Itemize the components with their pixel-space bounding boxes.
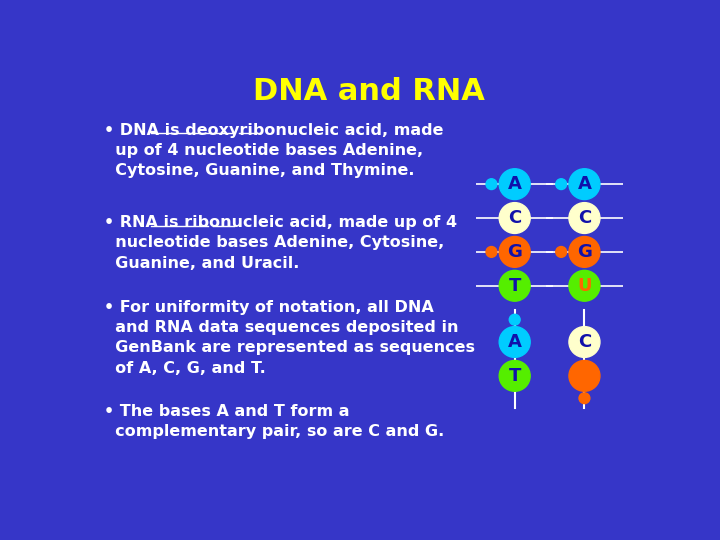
Text: T: T: [508, 367, 521, 385]
Circle shape: [569, 237, 600, 267]
Circle shape: [556, 247, 567, 257]
Circle shape: [499, 169, 530, 200]
Text: • The bases A and T form a
  complementary pair, so are C and G.: • The bases A and T form a complementary…: [104, 403, 444, 439]
Text: A: A: [508, 175, 521, 193]
Circle shape: [569, 327, 600, 357]
Text: A: A: [577, 175, 591, 193]
Circle shape: [569, 169, 600, 200]
Circle shape: [569, 361, 600, 392]
Circle shape: [499, 271, 530, 301]
Text: C: C: [508, 209, 521, 227]
Circle shape: [499, 237, 530, 267]
Circle shape: [486, 247, 497, 257]
Text: • RNA is ribonucleic acid, made up of 4
  nucleotide bases Adenine, Cytosine,
  : • RNA is ribonucleic acid, made up of 4 …: [104, 215, 457, 271]
Text: G: G: [577, 243, 592, 261]
Text: G: G: [577, 367, 592, 385]
Circle shape: [499, 361, 530, 392]
Text: C: C: [578, 209, 591, 227]
Text: T: T: [508, 277, 521, 295]
Text: C: C: [578, 333, 591, 351]
Circle shape: [556, 179, 567, 190]
Text: G: G: [508, 243, 522, 261]
Circle shape: [569, 271, 600, 301]
Text: DNA and RNA: DNA and RNA: [253, 77, 485, 106]
Text: • For uniformity of notation, all DNA
  and RNA data sequences deposited in
  Ge: • For uniformity of notation, all DNA an…: [104, 300, 475, 376]
Circle shape: [579, 393, 590, 403]
Circle shape: [569, 202, 600, 233]
Text: U: U: [577, 277, 592, 295]
Circle shape: [499, 327, 530, 357]
Text: • DNA is deoxyribonucleic acid, made
  up of 4 nucleotide bases Adenine,
  Cytos: • DNA is deoxyribonucleic acid, made up …: [104, 123, 444, 178]
Circle shape: [509, 314, 520, 325]
Circle shape: [499, 202, 530, 233]
Text: A: A: [508, 333, 521, 351]
Circle shape: [486, 179, 497, 190]
